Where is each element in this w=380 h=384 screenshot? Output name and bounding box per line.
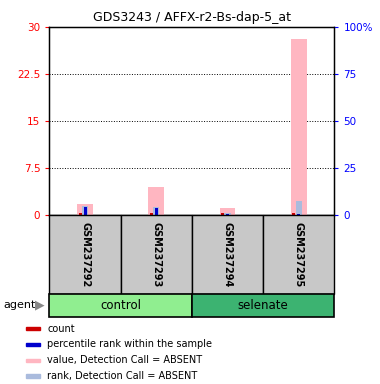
Text: value, Detection Call = ABSENT: value, Detection Call = ABSENT [47, 355, 203, 365]
Bar [26, 327, 40, 330]
Bar [220, 207, 235, 215]
Bar [26, 359, 40, 362]
Bar [292, 212, 295, 215]
Text: percentile rank within the sample: percentile rank within the sample [47, 339, 212, 349]
Text: rank, Detection Call = ABSENT: rank, Detection Call = ABSENT [47, 371, 198, 381]
Text: count: count [47, 324, 75, 334]
Bar [49, 215, 121, 294]
Bar [291, 40, 307, 215]
Bar [296, 201, 302, 215]
Bar [84, 207, 87, 215]
Text: GSM237292: GSM237292 [80, 222, 90, 287]
Bar [263, 215, 334, 294]
Bar [226, 214, 229, 215]
Bar [149, 187, 164, 215]
Bar [297, 214, 300, 215]
Bar [49, 294, 192, 317]
Bar [26, 374, 40, 378]
Bar [192, 215, 263, 294]
Text: ▶: ▶ [35, 299, 45, 312]
Bar [192, 294, 334, 317]
Bar [150, 212, 153, 215]
Text: agent: agent [4, 300, 36, 310]
Bar [153, 207, 160, 215]
Bar [26, 343, 40, 346]
Bar [221, 213, 224, 215]
Text: control: control [100, 299, 141, 312]
Bar [77, 204, 93, 215]
Bar [121, 215, 192, 294]
Bar [224, 213, 231, 215]
Bar [82, 206, 88, 215]
Bar [79, 212, 82, 215]
Text: GSM237293: GSM237293 [151, 222, 161, 287]
Text: selenate: selenate [238, 299, 288, 312]
Title: GDS3243 / AFFX-r2-Bs-dap-5_at: GDS3243 / AFFX-r2-Bs-dap-5_at [93, 11, 291, 24]
Text: GSM237294: GSM237294 [223, 222, 233, 287]
Bar [155, 209, 158, 215]
Text: GSM237295: GSM237295 [294, 222, 304, 287]
